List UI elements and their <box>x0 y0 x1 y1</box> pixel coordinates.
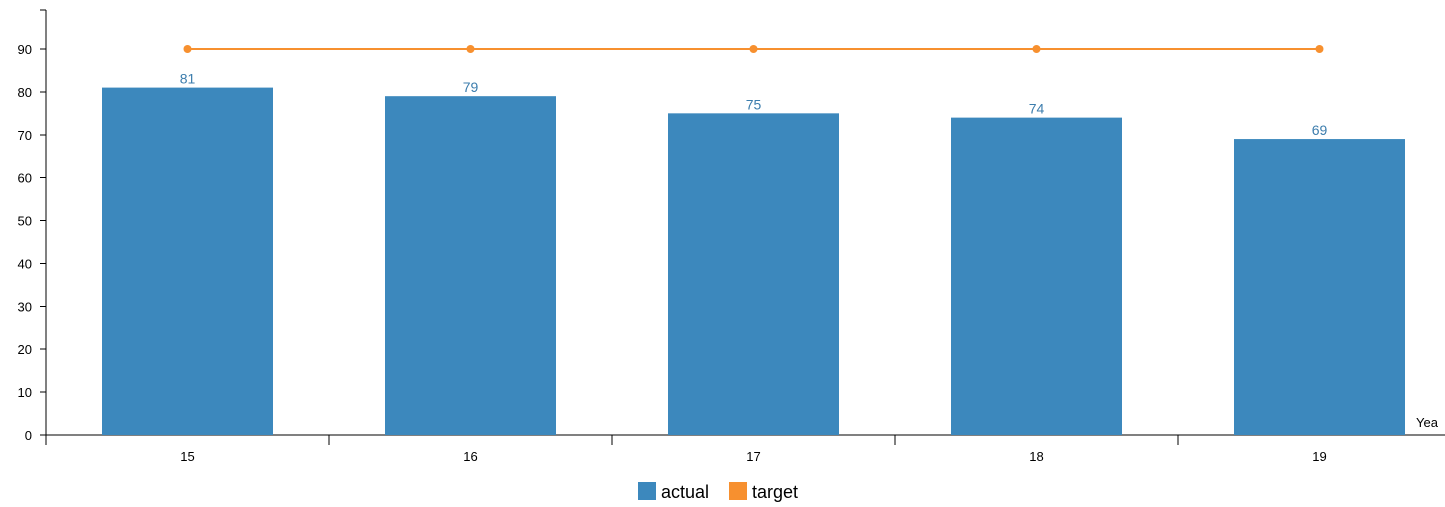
x-tick-label: 18 <box>1029 449 1043 464</box>
legend: actual target <box>638 482 798 502</box>
bar-value-label: 81 <box>180 71 196 87</box>
target-point[interactable] <box>1315 45 1324 53</box>
y-tick-label: 10 <box>18 385 32 400</box>
bar-16[interactable] <box>385 96 556 435</box>
target-series <box>183 45 1324 53</box>
legend-label-actual[interactable]: actual <box>661 482 709 502</box>
y-tick-label: 60 <box>18 171 32 186</box>
y-tick-label: 50 <box>18 214 32 229</box>
y-tick-label: 80 <box>18 85 32 100</box>
bar-19[interactable] <box>1234 139 1405 436</box>
legend-swatch-target[interactable] <box>729 482 747 500</box>
bar-value-label: 69 <box>1312 122 1328 138</box>
bar-15[interactable] <box>102 87 273 435</box>
x-axis-title: Yea <box>1416 415 1439 430</box>
bar-labels: 81 79 75 74 69 <box>180 71 1328 138</box>
y-tick-label: 90 <box>18 42 32 57</box>
target-point[interactable] <box>466 45 475 53</box>
y-tick-label: 30 <box>18 299 32 314</box>
bar-value-label: 74 <box>1029 101 1045 117</box>
y-tick-label: 20 <box>18 342 32 357</box>
x-tick-label: 16 <box>463 449 477 464</box>
bar-value-label: 79 <box>463 79 479 95</box>
bar-value-label: 75 <box>746 96 762 112</box>
bar-18[interactable] <box>951 117 1122 435</box>
y-axis: 0 10 20 30 40 50 60 70 80 90 <box>18 9 47 443</box>
legend-label-target[interactable]: target <box>752 482 798 502</box>
x-axis: 15 16 17 18 19 <box>45 434 1445 464</box>
legend-swatch-actual[interactable] <box>638 482 656 500</box>
x-tick-label: 19 <box>1312 449 1326 464</box>
x-tick-label: 15 <box>180 449 194 464</box>
bars <box>102 87 1405 436</box>
bar-17[interactable] <box>668 113 839 435</box>
x-tick-label: 17 <box>746 449 760 464</box>
y-tick-label: 0 <box>25 428 32 443</box>
target-point[interactable] <box>749 45 758 53</box>
y-tick-label: 40 <box>18 256 32 271</box>
target-point[interactable] <box>1032 45 1041 53</box>
y-tick-label: 70 <box>18 128 32 143</box>
target-point[interactable] <box>183 45 192 53</box>
